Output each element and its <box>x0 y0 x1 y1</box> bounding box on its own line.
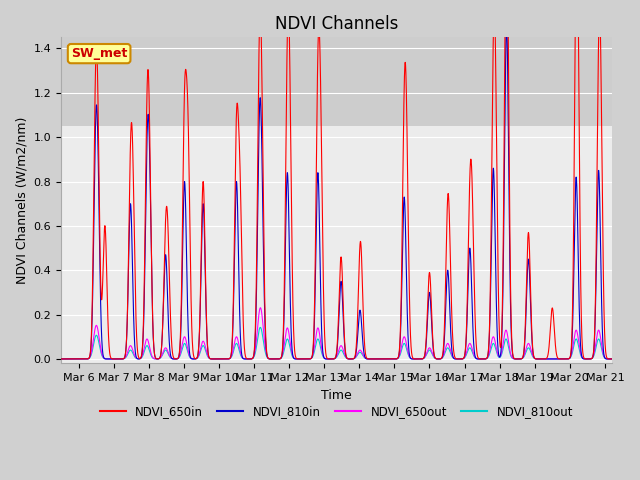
Title: NDVI Channels: NDVI Channels <box>275 15 398 33</box>
X-axis label: Time: Time <box>321 389 352 402</box>
Y-axis label: NDVI Channels (W/m2/nm): NDVI Channels (W/m2/nm) <box>15 117 28 284</box>
Text: SW_met: SW_met <box>71 47 127 60</box>
Legend: NDVI_650in, NDVI_810in, NDVI_650out, NDVI_810out: NDVI_650in, NDVI_810in, NDVI_650out, NDV… <box>95 400 578 423</box>
Bar <box>61 37 612 126</box>
